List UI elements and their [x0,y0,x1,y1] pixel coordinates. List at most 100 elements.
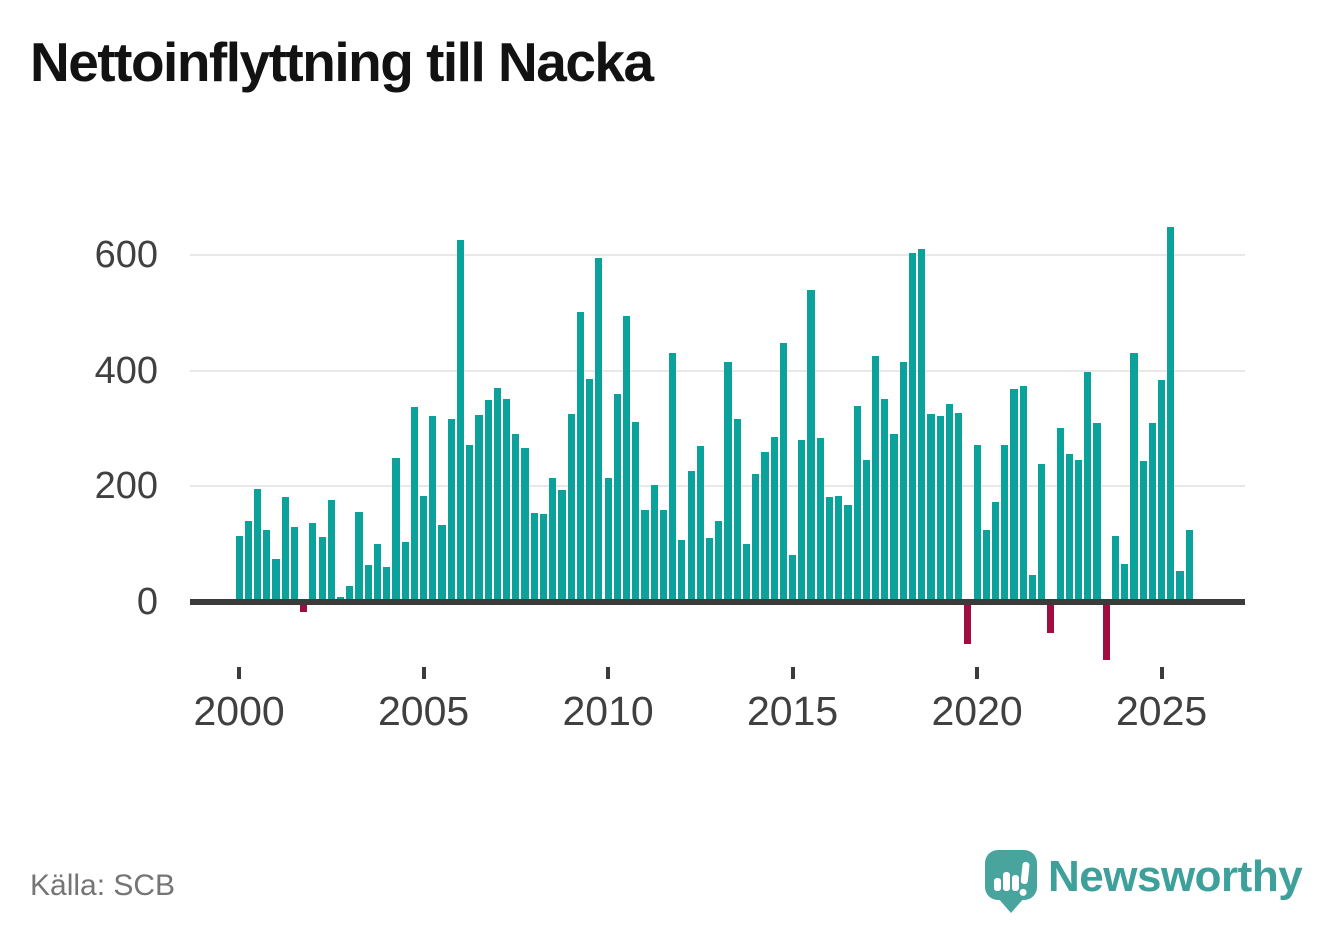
bar [1010,388,1018,602]
bar [659,510,668,602]
bar [263,530,271,602]
bar [908,253,917,602]
bar [604,477,612,602]
bar [567,413,575,602]
bar [982,529,990,602]
bar [705,537,714,602]
y-axis-label: 200 [94,465,158,508]
x-axis-tick [237,667,242,679]
bar [290,526,299,602]
bar [752,473,760,602]
bar [844,505,852,602]
bar [484,399,492,602]
bar [401,541,409,602]
gridline [190,485,1245,488]
bar [770,436,778,602]
x-axis-line [190,599,1245,605]
bar [973,445,981,602]
y-axis-label: 0 [136,581,158,623]
bar [1185,530,1193,602]
bar [512,433,520,602]
bar [272,558,280,602]
bar [798,439,806,602]
bar [244,520,252,602]
bar [1074,460,1083,602]
bar [742,543,751,602]
bar [991,502,1000,602]
x-axis-label: 2005 [377,688,470,734]
bar [1056,428,1064,602]
bar [300,602,308,612]
bar [1038,464,1046,602]
bar [539,514,548,602]
bar [530,512,538,602]
bar [899,361,907,602]
bar [493,387,501,602]
bar [816,437,824,602]
x-axis-tick [421,667,426,679]
bar [622,315,631,602]
bar [558,490,566,602]
bar [853,406,861,602]
bar [1084,371,1092,602]
bar [420,495,428,602]
newsworthy-logo: Newsworthy [983,845,1322,925]
x-axis-label: 2020 [931,688,1023,734]
bar [327,499,335,602]
bar [438,525,446,602]
bar [1065,454,1073,602]
bar [364,565,372,602]
bar [669,352,677,602]
bar [1148,423,1156,602]
bar [549,478,557,602]
logo-chart-bar-icon [1003,872,1010,891]
newsworthy-wordmark: Newsworthy [1048,852,1303,901]
bar [475,414,483,602]
bar [309,522,317,602]
bar [281,496,289,602]
bar [466,445,474,602]
bar [346,586,354,602]
bar [687,470,695,602]
bar [410,406,418,602]
bar [373,544,382,602]
bar [1121,563,1129,602]
logo-chart-bar-icon [1012,875,1019,891]
x-axis-tick [975,667,980,679]
bar [1047,602,1055,634]
bar [1130,352,1138,602]
bar [586,379,594,602]
bar [650,485,658,602]
chart-title: Nettoinflyttning till Nacka [30,31,654,93]
bar [724,361,732,602]
bar [1176,571,1184,602]
bar [825,496,834,602]
bar [733,418,741,602]
x-axis-tick [606,667,611,679]
bar [936,415,944,602]
bar [1111,536,1120,602]
x-axis-tick [1159,667,1164,679]
bar [355,511,363,602]
y-axis-label: 400 [94,349,158,392]
x-axis-label: 2025 [1115,688,1208,734]
x-axis-label: 2015 [746,688,839,734]
bar [1028,574,1037,602]
bar [715,521,723,602]
bar [964,602,972,644]
bar [595,257,603,602]
bar [918,249,926,602]
bar [862,459,870,602]
newsworthy-logo-icon [985,850,1037,900]
bar [392,458,400,602]
y-axis-label: 600 [94,234,158,277]
bar [1093,422,1101,602]
bar [779,343,787,602]
bar [429,415,437,602]
bar [678,539,686,602]
gridline [190,254,1245,257]
exclamation-icon [1019,861,1031,897]
bar [945,404,953,602]
bar [890,434,898,602]
